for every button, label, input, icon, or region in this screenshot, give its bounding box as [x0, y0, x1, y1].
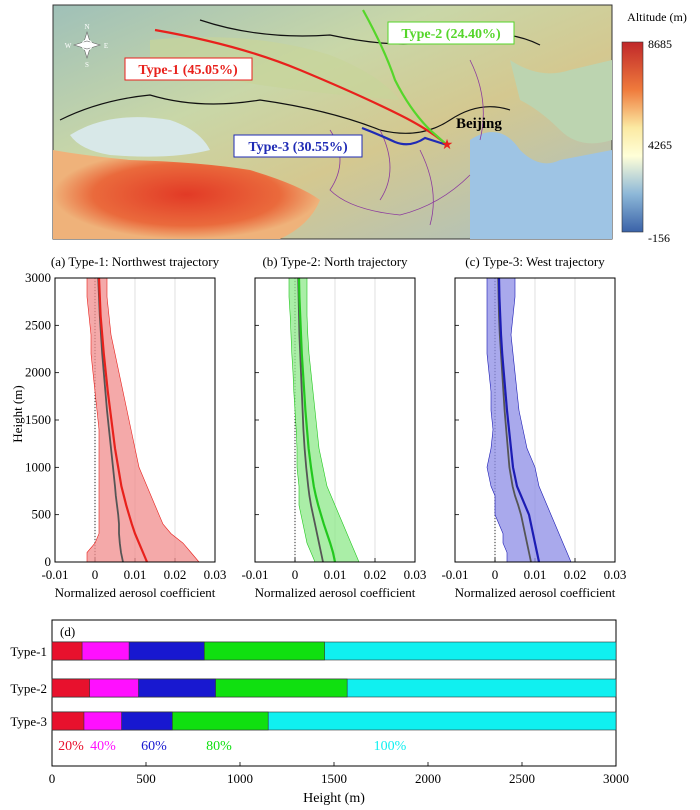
compass-w: W — [65, 42, 72, 50]
colorbar-label-mid: 4265 — [648, 138, 672, 152]
percent-label: 60% — [141, 739, 167, 754]
x-tick-label: 0.02 — [564, 567, 587, 582]
x-axis-label: Normalized aerosol coefficient — [55, 585, 216, 600]
mean-line — [97, 277, 149, 563]
route-label-type-2: Type-2 (24.40%) — [401, 27, 501, 42]
bar-segment — [51, 711, 85, 731]
x-tick-label: 0 — [492, 567, 499, 582]
x-tick-label: 0 — [49, 771, 56, 786]
profile-panel-type-1: (a) Type-1: Northwest trajectory-0.01 0 0.… — [25, 254, 226, 600]
median-line — [497, 277, 532, 563]
x-tick-label: -0.01 — [241, 567, 268, 582]
compass-rose-icon: N S W E — [65, 23, 108, 69]
category-label: Type-3 — [10, 714, 47, 729]
y-axis-label: Height (m) — [10, 385, 25, 442]
panel-title: (c) Type-3: West trajectory — [465, 254, 605, 269]
mean-line — [297, 277, 337, 563]
route-label-type-1: Type-1 (45.05%) — [138, 63, 238, 78]
route-type-1 — [154, 28, 448, 146]
x-axis-label: Height (m) — [303, 791, 365, 806]
x-tick-label: 2000 — [415, 771, 441, 786]
y-tick-label: 0 — [45, 554, 52, 569]
x-tick-label: 1000 — [227, 771, 253, 786]
route-label-box — [233, 134, 363, 158]
y-tick-label: 3000 — [25, 270, 51, 285]
route-label-type-3: Type-3 (30.55%) — [248, 140, 348, 155]
route-label-box — [387, 21, 515, 45]
route-label-box — [124, 57, 253, 81]
city-label: Beijing — [456, 116, 502, 132]
x-tick-label: 0.01 — [324, 567, 347, 582]
x-tick-label: 0.03 — [604, 567, 627, 582]
colorbar-label-min: -156 — [648, 231, 670, 245]
profile-panel-type-3: (c) Type-3: West trajectory -0.01 0 0.01 0.0… — [441, 254, 626, 600]
map-basin — [70, 117, 210, 157]
x-tick-label: 0.01 — [124, 567, 147, 582]
x-tick-label: 0 — [92, 567, 99, 582]
mean-line — [497, 277, 541, 563]
x-axis-label: Normalized aerosol coefficient — [255, 585, 416, 600]
y-tick-label: 1000 — [25, 459, 51, 474]
panel-title: (a) Type-1: Northwest trajectory — [51, 254, 220, 269]
x-tick-label: 0.03 — [204, 567, 227, 582]
percent-label: 20% — [58, 739, 84, 754]
x-tick-label: 2500 — [509, 771, 535, 786]
median-line — [97, 277, 124, 563]
percent-label: 80% — [206, 739, 232, 754]
profile-panel-type-2: (b) Type-2: North trajectory -0.01 0 0.01 0.… — [241, 254, 426, 600]
trajectory-map: N S W E ★ Beijing Type-1 (45.05%) Type-2… — [52, 4, 687, 245]
y-tick-label: 2000 — [25, 365, 51, 380]
colorbar — [621, 41, 644, 233]
map-sea — [470, 132, 612, 239]
percent-label: 40% — [90, 739, 116, 754]
route-type-3 — [361, 126, 448, 147]
x-tick-label: 1500 — [321, 771, 347, 786]
percent-label: 100% — [374, 739, 407, 754]
x-tick-label: -0.01 — [41, 567, 68, 582]
map-border — [59, 94, 511, 134]
colorbar-label-max: 8685 — [648, 37, 672, 51]
x-axis-label: Normalized aerosol coefficient — [455, 585, 616, 600]
colorbar-title: Altitude (m) — [627, 10, 687, 24]
x-tick-label: 500 — [136, 771, 156, 786]
x-tick-label: 0.01 — [524, 567, 547, 582]
category-label: Type-2 — [10, 681, 47, 696]
route-type-2 — [362, 9, 448, 146]
x-tick-label: -0.01 — [441, 567, 468, 582]
map-province-border — [329, 129, 471, 216]
bar-segment — [51, 678, 90, 698]
height-bar-panel: (d) Type-1 Type-2 Type-3 20% 40% 60% 80% 100% 0 50… — [10, 619, 629, 806]
x-tick-label: 0.02 — [364, 567, 387, 582]
y-tick-label: 500 — [32, 507, 52, 522]
panel-title: (b) Type-2: North trajectory — [262, 254, 408, 269]
x-tick-label: 0.02 — [164, 567, 187, 582]
x-tick-label: 0 — [292, 567, 299, 582]
bar-segment — [51, 641, 83, 661]
map-korea — [510, 60, 612, 144]
compass-e: E — [104, 42, 108, 50]
median-line — [297, 277, 324, 563]
y-tick-label: 2500 — [25, 317, 51, 332]
compass-n: N — [84, 23, 89, 31]
x-tick-label: 3000 — [603, 771, 629, 786]
map-plateau — [53, 150, 320, 239]
beijing-star-icon: ★ — [441, 138, 454, 153]
y-tick-label: 1500 — [25, 412, 51, 427]
map-mongolia — [150, 37, 400, 100]
category-label: Type-1 — [10, 644, 47, 659]
compass-s: S — [85, 61, 89, 69]
x-tick-label: 0.03 — [404, 567, 427, 582]
panel-title: (d) — [60, 624, 75, 639]
